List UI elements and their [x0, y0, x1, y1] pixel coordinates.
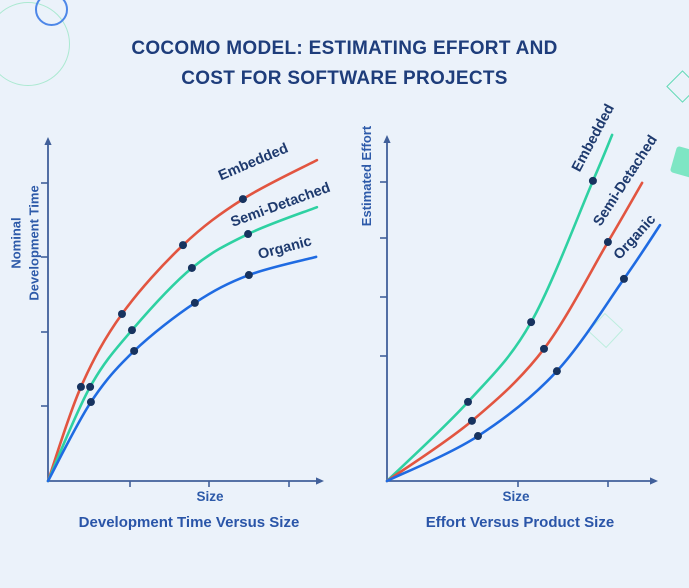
curve-embedded — [46, 158, 319, 483]
page-title-line2: COST FOR SOFTWARE PROJECTS — [181, 68, 508, 90]
data-point — [527, 318, 536, 327]
data-point — [238, 195, 247, 204]
data-point — [187, 263, 196, 272]
data-point — [244, 271, 253, 280]
data-point — [464, 397, 473, 406]
left-chart-caption: Development Time Versus Size — [78, 514, 300, 531]
decor-blue-circle-icon — [35, 0, 68, 26]
right-chart-y-axis-label: Estimated Effort — [358, 126, 376, 226]
right-chart-caption: Effort Versus Product Size — [425, 514, 615, 531]
x-axis-arrow-icon — [650, 477, 658, 485]
data-point — [117, 310, 126, 319]
data-point — [179, 241, 187, 250]
data-point — [588, 176, 597, 185]
data-point — [86, 382, 95, 391]
x-axis-arrow-icon — [316, 477, 324, 485]
data-point — [552, 367, 561, 376]
data-point — [619, 274, 628, 283]
page-title-line1: COCOMO MODEL: ESTIMATING EFFORT AND — [131, 38, 558, 59]
series-label-semi-detached: Semi-Detached — [229, 180, 333, 231]
data-point — [244, 230, 253, 239]
curve-organic — [46, 255, 318, 483]
data-point — [473, 432, 482, 441]
right-chart-x-axis-label: Size — [502, 489, 530, 504]
data-point — [540, 344, 549, 353]
left-chart-y-axis-label: Nominal Development Time — [7, 185, 42, 300]
page-title: COCOMO MODEL: ESTIMATING EFFORT AND COST… — [0, 34, 689, 94]
data-point — [467, 416, 476, 425]
data-point — [603, 238, 612, 247]
y-axis-arrow-icon — [44, 137, 52, 145]
data-point — [130, 346, 139, 355]
left-chart-x-axis-label: Size — [196, 489, 224, 504]
y-axis-label-line2: Development Time — [26, 185, 41, 301]
data-point — [127, 326, 136, 335]
y-axis-label-line1: Estimated Effort — [359, 125, 375, 227]
data-point — [190, 298, 199, 307]
curve-embedded — [385, 133, 614, 483]
data-point — [86, 398, 95, 407]
y-axis-arrow-icon — [383, 135, 391, 143]
data-point — [76, 382, 85, 391]
y-axis-label-line1: Nominal — [8, 217, 24, 269]
